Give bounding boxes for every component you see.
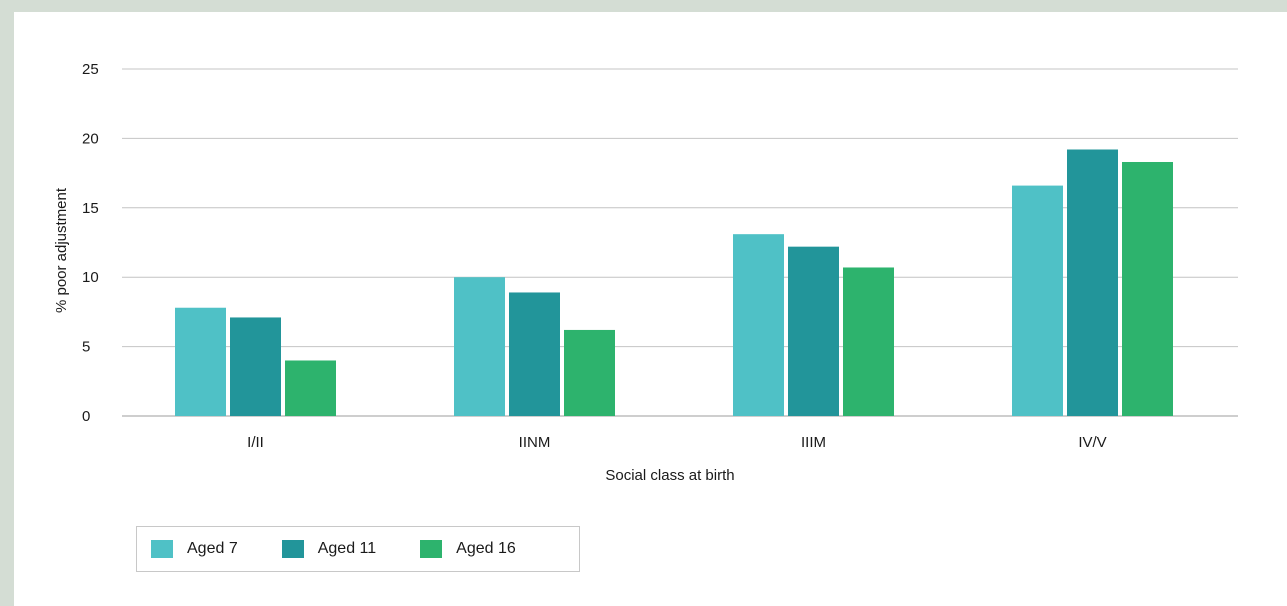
bar-aged-7-iv-v	[1012, 185, 1063, 416]
legend: Aged 7 Aged 11 Aged 16	[136, 526, 580, 572]
legend-swatch	[281, 540, 304, 558]
bar-aged-11-iinm	[509, 292, 560, 416]
y-tick-label: 5	[82, 339, 90, 356]
legend-item-aged-7: Aged 7	[151, 540, 238, 558]
y-tick-label: 15	[82, 200, 99, 217]
bar-aged-7-iiim	[733, 234, 784, 416]
bars	[175, 149, 1173, 416]
bar-aged-16-iv-v	[1122, 161, 1173, 416]
x-tick-label: I/II	[247, 434, 264, 451]
x-tick-label: IINM	[519, 434, 551, 451]
y-tick-label: 20	[82, 130, 99, 147]
bar-chart: 0 5 10 15 20 25 I/II IINM IIIM IV/V Social class…	[53, 61, 1238, 484]
bar-aged-7-i-ii	[175, 307, 226, 416]
legend-swatch	[420, 540, 443, 558]
legend-label: Aged 7	[187, 540, 238, 557]
bar-aged-11-i-ii	[230, 317, 281, 416]
bar-aged-16-iinm	[564, 329, 615, 416]
bar-aged-7-iinm	[454, 277, 505, 416]
legend-label: Aged 16	[456, 540, 516, 557]
y-tick-label: 10	[82, 269, 99, 286]
x-axis-title: Social class at birth	[605, 467, 734, 484]
legend-item-aged-11: Aged 11	[281, 540, 377, 558]
y-tick-labels: 0 5 10 15 20 25	[82, 61, 99, 425]
x-tick-label: IV/V	[1078, 434, 1106, 451]
bar-aged-11-iv-v	[1067, 149, 1118, 416]
y-tick-label: 25	[82, 61, 99, 78]
y-axis-title: % poor adjustment	[53, 187, 70, 313]
bar-aged-11-iiim	[788, 246, 839, 416]
x-tick-label: IIIM	[801, 434, 826, 451]
legend-item-aged-16: Aged 16	[420, 540, 516, 558]
legend-label: Aged 11	[317, 540, 377, 557]
bar-aged-16-iiim	[843, 267, 894, 416]
x-tick-labels: I/II IINM IIIM IV/V	[247, 434, 1107, 451]
legend-swatch	[151, 540, 173, 558]
bar-aged-16-i-ii	[285, 360, 336, 416]
y-tick-label: 0	[82, 408, 90, 425]
chart-panel: 0 5 10 15 20 25 I/II IINM IIIM IV/V Social class…	[14, 12, 1287, 606]
